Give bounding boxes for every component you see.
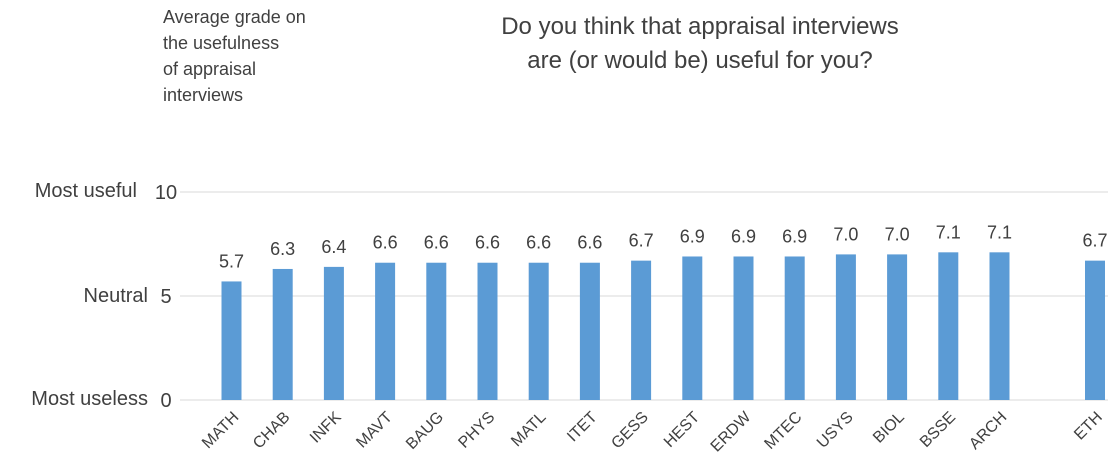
bar	[528, 262, 549, 400]
bar	[221, 281, 242, 400]
bar	[426, 262, 447, 400]
y-axis: Most useful Neutral Most useless 0 5 10	[31, 180, 177, 412]
chart-title: Do you think that appraisal interviews a…	[440, 10, 960, 78]
bar	[477, 262, 498, 400]
data-label: 6.6	[526, 233, 551, 253]
y-scale-label-bottom: Most useless	[31, 388, 148, 410]
bar	[272, 268, 293, 400]
x-tick-label: INFK	[307, 409, 345, 447]
chart-title-line: Do you think that appraisal interviews	[501, 13, 899, 40]
y-scale-label-top: Most useful	[35, 180, 137, 202]
data-label: 6.9	[782, 226, 807, 246]
bar	[938, 252, 959, 400]
data-label: 6.4	[321, 237, 346, 257]
data-label: 6.9	[731, 226, 756, 246]
y-tick-label: 10	[155, 182, 177, 204]
data-label: 6.7	[1082, 231, 1107, 251]
y-axis-title-line: Average grade on	[163, 7, 306, 27]
data-label: 6.7	[629, 231, 654, 251]
data-label: 6.6	[373, 233, 398, 253]
bar	[631, 260, 652, 400]
x-tick-label: BIOL	[870, 409, 908, 447]
bar	[323, 266, 344, 400]
data-label: 6.6	[424, 233, 449, 253]
bars	[221, 252, 1105, 400]
x-tick-label: MTEC	[761, 409, 805, 453]
x-tick-label: PHYS	[455, 409, 498, 452]
y-tick-label: 0	[160, 390, 171, 412]
x-axis: MATH CHAB INFK MAVT BAUG PHYS MATL ITET GESS HEST…	[199, 408, 1106, 455]
data-labels: 5.7 6.3 6.4 6.6 6.6 6.6 6.6 6.6 6.7 6.9 6.9 6.9 7.0 7…	[219, 222, 1108, 271]
chart-title-line: are (or would be) useful for you?	[527, 47, 873, 74]
x-tick-label: ERDW	[708, 408, 755, 455]
x-tick-label: BAUG	[403, 409, 447, 453]
x-tick-label: CHAB	[250, 409, 293, 452]
y-scale-label-middle: Neutral	[84, 285, 148, 307]
y-axis-title-line: interviews	[163, 85, 244, 105]
x-tick-label: MATH	[199, 409, 242, 452]
y-axis-title-line: the usefulness	[163, 33, 280, 53]
data-label: 6.9	[680, 226, 705, 246]
x-tick-label: MATL	[508, 409, 549, 450]
bar	[579, 262, 600, 400]
data-label: 6.6	[475, 233, 500, 253]
x-tick-label: USYS	[814, 409, 857, 452]
y-axis-title: Average grade on the usefulness of appra…	[163, 4, 323, 108]
data-label: 5.7	[219, 251, 244, 271]
bar	[682, 256, 703, 400]
x-tick-label: HEST	[661, 409, 703, 451]
bar	[887, 254, 908, 400]
bar	[733, 256, 754, 400]
data-label: 7.1	[936, 222, 961, 242]
data-label: 6.3	[270, 239, 295, 259]
x-tick-label: MAVT	[353, 409, 396, 452]
bar	[375, 262, 396, 400]
data-label: 7.0	[833, 224, 858, 244]
data-label: 6.6	[577, 233, 602, 253]
bar	[784, 256, 805, 400]
x-tick-label: ARCH	[966, 409, 1010, 453]
x-tick-label: ITET	[564, 409, 601, 446]
data-label: 7.1	[987, 222, 1012, 242]
x-tick-label: GESS	[608, 409, 651, 452]
x-tick-label: BSSE	[917, 409, 959, 451]
bar	[835, 254, 856, 400]
data-label: 7.0	[885, 224, 910, 244]
y-axis-title-line: of appraisal	[163, 59, 257, 79]
bar	[989, 252, 1010, 400]
y-tick-label: 5	[160, 286, 171, 308]
x-tick-label: ETH	[1071, 409, 1106, 444]
bar	[1085, 260, 1105, 400]
